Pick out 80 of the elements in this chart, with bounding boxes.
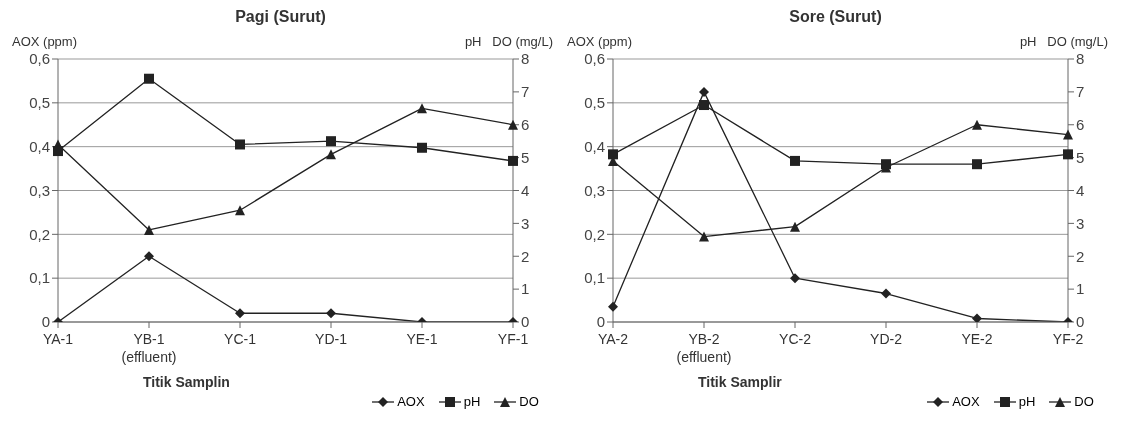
y2-axis-title: pH DO (mg/L)	[464, 34, 553, 49]
y2-tick-label: 7	[1076, 83, 1085, 101]
legend-label: AOX	[397, 394, 425, 409]
point	[235, 205, 245, 216]
y2-tick-label: 0	[521, 313, 530, 331]
y2-tick-label: 1	[1076, 280, 1085, 298]
legend-label: AOX	[952, 394, 980, 409]
y-tick-label: 0,3	[584, 181, 605, 199]
y-tick-label: 0,1	[584, 269, 605, 287]
x-axis-title: Titik Samplir	[698, 374, 783, 390]
y2-tick-label: 8	[1076, 50, 1085, 68]
point	[326, 136, 336, 147]
y-tick-label: 0,1	[29, 269, 50, 287]
y-tick-label: 0	[596, 313, 605, 331]
y2-tick-label: 0	[1076, 313, 1085, 331]
point	[699, 100, 709, 111]
point	[326, 149, 336, 160]
x-tick-label: YC-2	[779, 331, 812, 347]
y2-tick-label: 2	[1076, 247, 1085, 265]
y2-tick-label: 5	[1076, 148, 1085, 166]
y-tick-label: 0,4	[584, 137, 605, 155]
x-tick-label: YB-1 (effluent)	[121, 331, 177, 365]
point	[972, 159, 982, 170]
point	[972, 313, 982, 322]
point	[1063, 129, 1073, 140]
y2-axis-title: pH DO (mg/L)	[1019, 34, 1108, 49]
point	[508, 119, 518, 130]
point	[881, 288, 891, 299]
y2-tick-label: 1	[521, 280, 530, 298]
x-tick-label: YF-1	[497, 331, 529, 347]
x-tick-label: YB-2 (effluent)	[676, 331, 732, 365]
y-axis-title: AOX (ppm)	[12, 34, 78, 49]
y-axis-title: AOX (ppm)	[567, 34, 633, 49]
y-tick-label: 0,6	[584, 50, 605, 68]
x-tick-label: YE-2	[961, 331, 993, 347]
y-tick-label: 0,5	[29, 94, 50, 112]
point	[972, 119, 982, 130]
y2-tick-label: 4	[1076, 181, 1085, 199]
x-tick-label: YD-1	[315, 331, 348, 347]
y-tick-label: 0,4	[29, 137, 50, 155]
x-tick-label: YE-1	[406, 331, 438, 347]
y-tick-label: 0,5	[584, 94, 605, 112]
y2-tick-label: 8	[521, 50, 530, 68]
y2-tick-label: 4	[521, 181, 530, 199]
y2-tick-label: 6	[1076, 116, 1085, 134]
x-tick-label: YA-2	[597, 331, 629, 347]
legend-label: pH	[1018, 394, 1036, 409]
x-axis-title: Titik Samplin	[143, 374, 230, 390]
legend-label: pH	[463, 394, 481, 409]
y-tick-label: 0	[41, 313, 50, 331]
x-tick-label: YA-1	[42, 331, 74, 347]
point	[235, 139, 245, 150]
y2-tick-label: 3	[521, 214, 530, 232]
point	[790, 221, 800, 232]
point	[417, 142, 427, 153]
x-tick-label: YD-2	[870, 331, 903, 347]
chart-title: Sore (Surut)	[788, 8, 883, 27]
point	[699, 231, 709, 242]
y-tick-label: 0,2	[584, 225, 605, 243]
y2-tick-label: 5	[521, 148, 530, 166]
point	[790, 273, 800, 284]
y2-tick-label: 3	[1076, 214, 1085, 232]
point	[1063, 149, 1073, 160]
legend-label: DO	[1074, 394, 1094, 409]
point	[417, 103, 427, 114]
legend-label: DO	[519, 394, 539, 409]
chart-title: Pagi (Surut)	[234, 8, 327, 27]
y2-tick-label: 6	[521, 116, 530, 134]
point	[144, 73, 154, 84]
point	[144, 224, 154, 235]
point	[608, 301, 618, 312]
y-tick-label: 0,6	[29, 50, 50, 68]
y2-tick-label: 2	[521, 247, 530, 265]
point	[508, 155, 518, 166]
point	[608, 149, 618, 160]
y-tick-label: 0,2	[29, 225, 50, 243]
x-tick-label: YC-1	[224, 331, 257, 347]
y2-tick-label: 7	[521, 83, 530, 101]
y-tick-label: 0,3	[29, 181, 50, 199]
x-tick-label: YF-2	[1052, 331, 1084, 347]
